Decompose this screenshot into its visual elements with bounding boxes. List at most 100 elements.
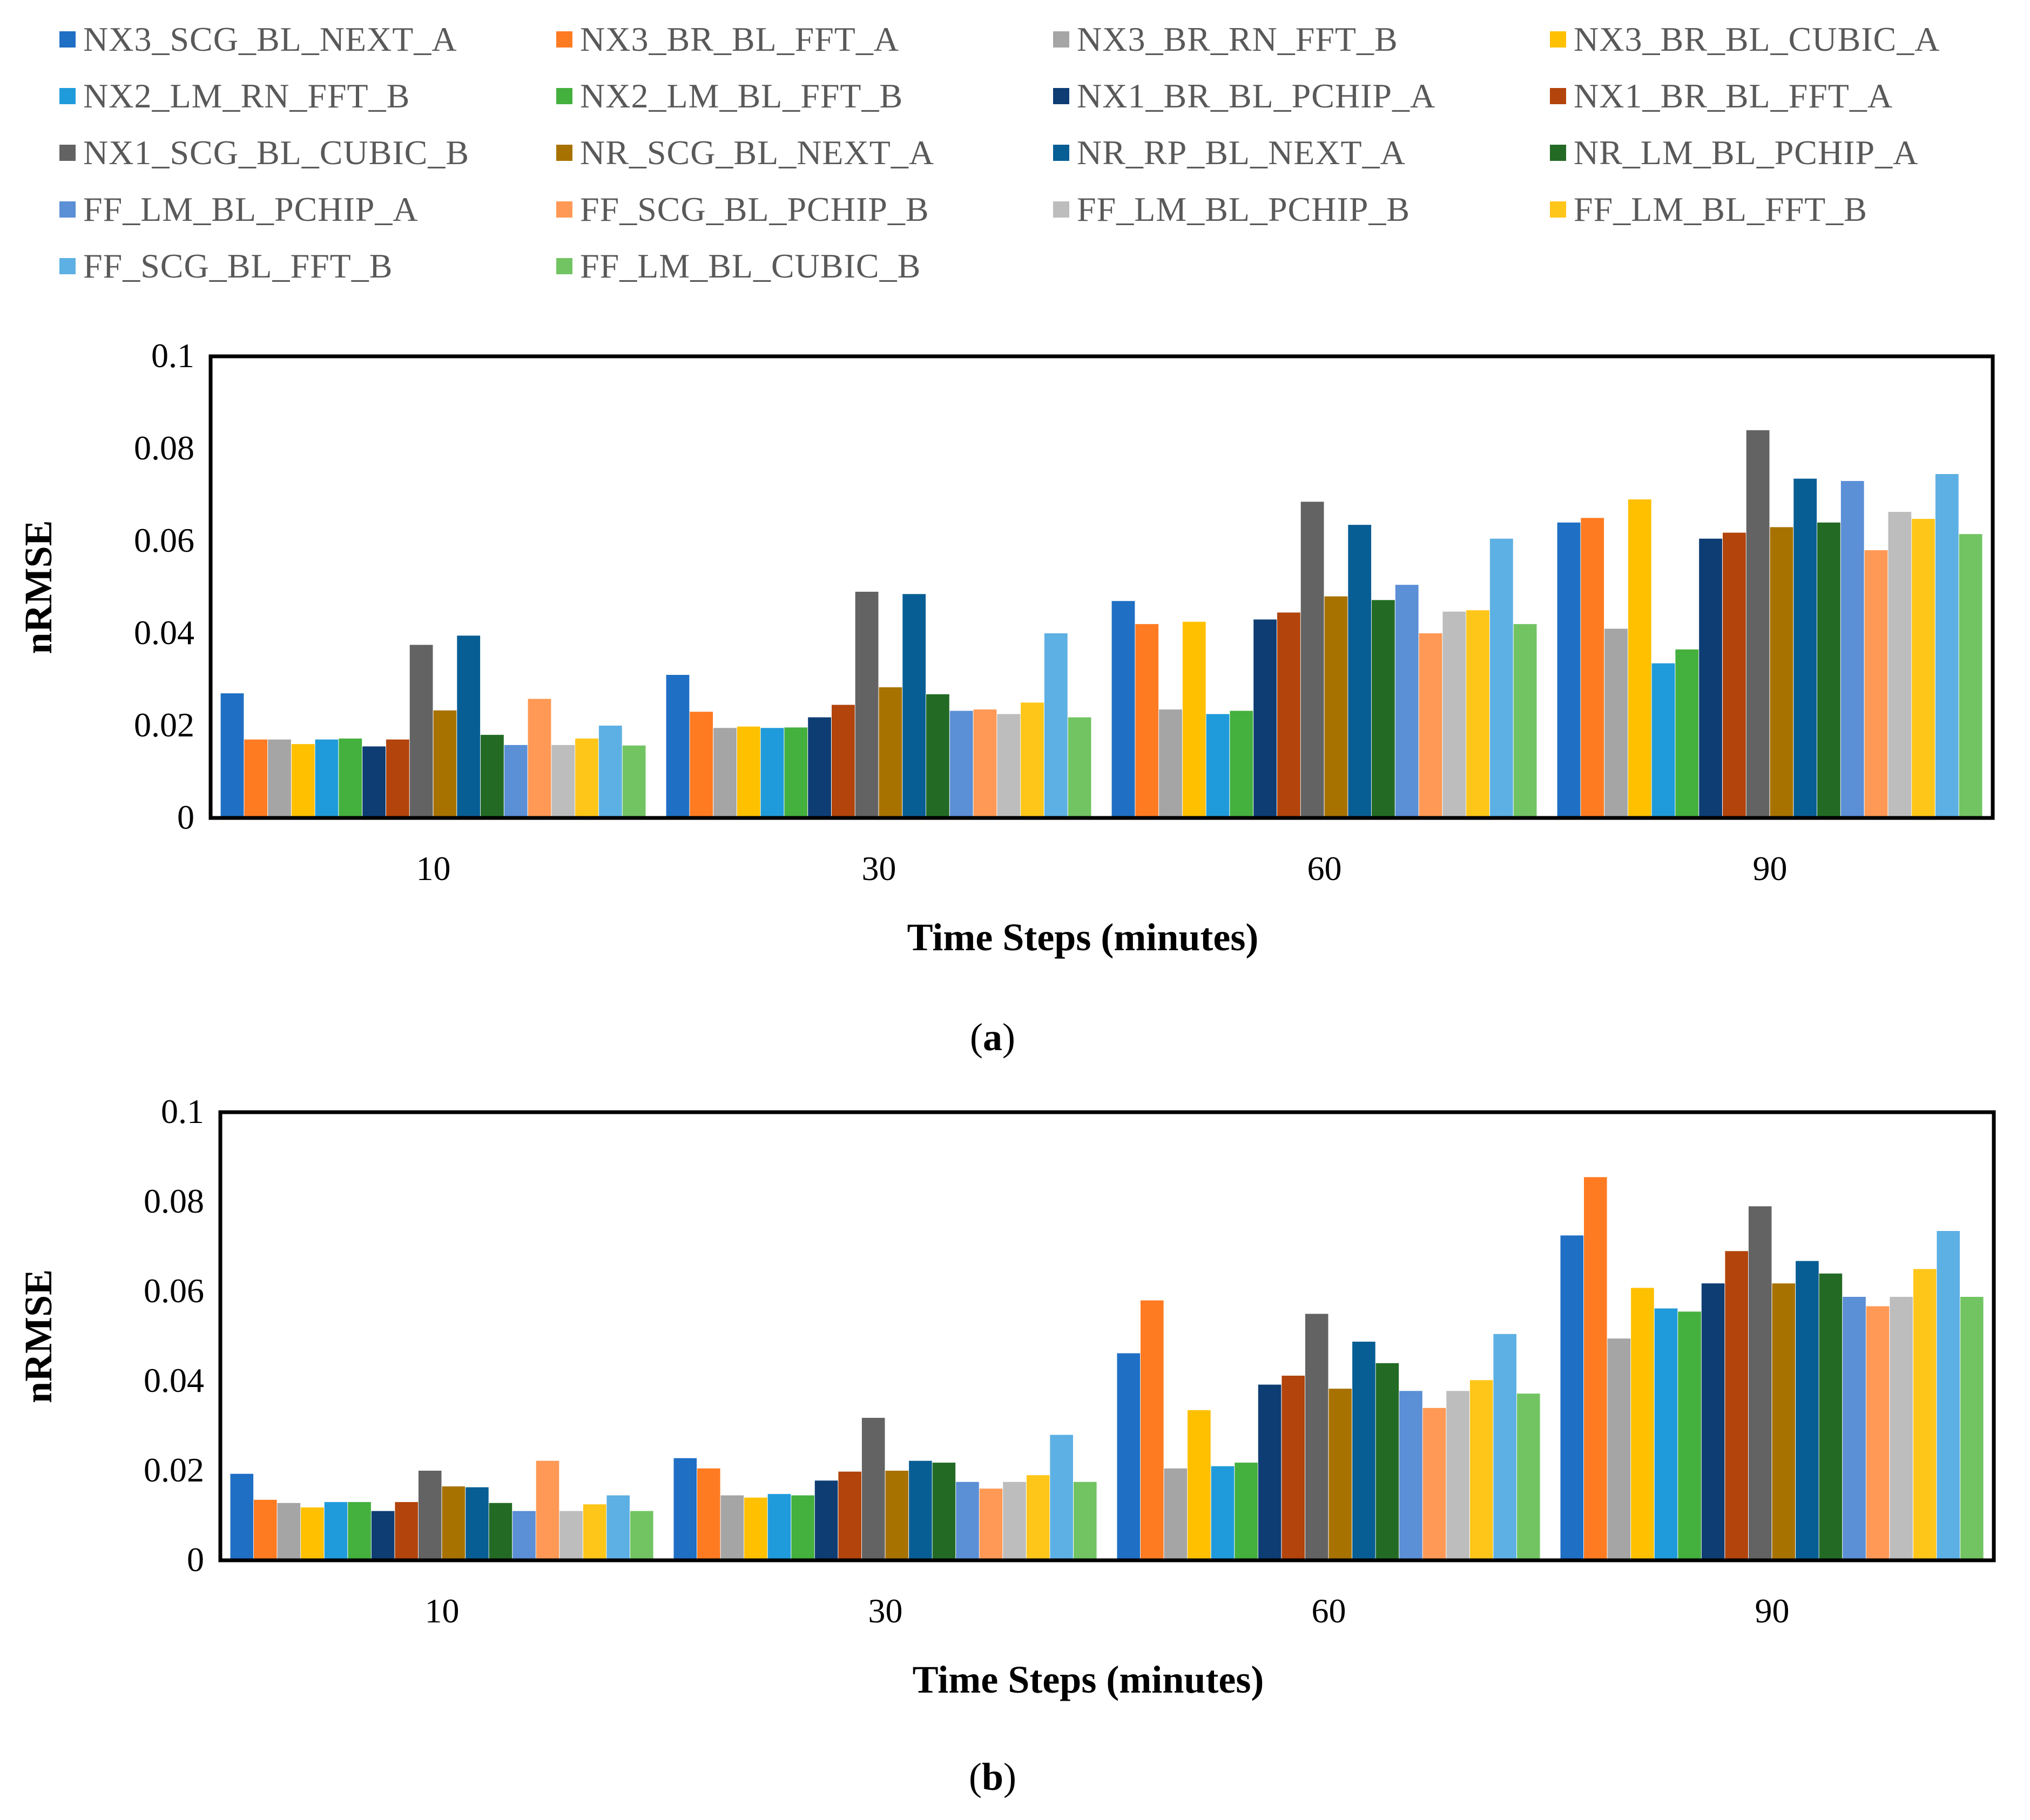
bar-nx3-scg-bl-next-a xyxy=(666,675,690,818)
bar-ff-scg-bl-pchip-b xyxy=(1422,1408,1446,1560)
bar-ff-scg-bl-pchip-b xyxy=(973,709,997,818)
legend-swatch xyxy=(59,258,76,274)
bar-nx2-lm-bl-fft-b xyxy=(1235,1463,1258,1560)
bar-nx1-br-bl-fft-a xyxy=(1277,612,1300,818)
bar-nx3-br-bl-cubic-a xyxy=(291,744,315,818)
bar-nx1-br-bl-pchip-a xyxy=(814,1480,838,1560)
bar-ff-lm-bl-cubic-b xyxy=(1959,534,1982,818)
bar-nx3-br-bl-fft-a xyxy=(1135,624,1159,818)
bar-nr-lm-bl-pchip-a xyxy=(1817,522,1840,818)
legend-label: FF_LM_BL_FFT_B xyxy=(1574,190,1867,228)
legend-label: NR_LM_BL_PCHIP_A xyxy=(1574,133,1919,172)
plot-frame xyxy=(218,1110,1996,1562)
y-tick-label: 0.04 xyxy=(134,613,194,652)
legend-item: NX2_LM_RN_FFT_B xyxy=(59,72,410,120)
bar-ff-scg-bl-fft-b xyxy=(1044,633,1068,818)
bar-nr-lm-bl-pchip-a xyxy=(489,1503,512,1560)
bar-nr-rp-bl-next-a xyxy=(457,635,481,818)
bar-nx3-br-bl-fft-a xyxy=(254,1499,277,1560)
legend-swatch xyxy=(556,88,572,104)
bar-ff-scg-bl-pchip-b xyxy=(1866,1306,1890,1560)
bar-nx1-br-bl-fft-a xyxy=(386,739,409,818)
y-tick-label: 0.06 xyxy=(144,1271,204,1310)
y-tick-label: 0.1 xyxy=(151,336,194,375)
legend-label: NX3_BR_BL_CUBIC_A xyxy=(1574,20,1940,58)
legend-label: NX3_BR_BL_FFT_A xyxy=(580,20,900,58)
legend-label: NX1_SCG_BL_CUBIC_B xyxy=(83,133,469,172)
legend-swatch xyxy=(1550,145,1566,161)
legend-swatch xyxy=(59,31,76,48)
bar-nx2-lm-bl-fft-b xyxy=(1675,649,1699,818)
bar-nx2-lm-rn-fft-b xyxy=(1211,1466,1235,1560)
bar-nx1-scg-bl-cubic-b xyxy=(861,1418,885,1560)
bar-nr-rp-bl-next-a xyxy=(909,1460,932,1560)
legend-swatch xyxy=(1053,145,1069,161)
bar-nx3-br-bl-cubic-a xyxy=(1628,499,1651,818)
bar-ff-lm-bl-fft-b xyxy=(575,738,598,818)
legend-swatch xyxy=(556,31,572,48)
bar-ff-lm-bl-pchip-b xyxy=(1003,1481,1026,1561)
legend-label: NX3_BR_RN_FFT_B xyxy=(1077,20,1398,58)
bar-ff-lm-bl-cubic-b xyxy=(1068,717,1091,818)
legend-item: NX3_BR_BL_CUBIC_A xyxy=(1550,15,1940,64)
x-tick-label: 30 xyxy=(862,849,896,888)
bar-ff-lm-bl-cubic-b xyxy=(622,745,646,818)
bar-ff-scg-bl-fft-b xyxy=(1937,1231,1960,1560)
y-tick-label: 0.02 xyxy=(144,1451,204,1489)
bar-nx3-scg-bl-next-a xyxy=(1111,601,1135,818)
bar-nx2-lm-bl-fft-b xyxy=(784,727,808,818)
bar-nx3-br-rn-fft-b xyxy=(1159,709,1182,818)
bar-nx3-br-bl-cubic-a xyxy=(1631,1288,1654,1560)
bar-ff-scg-bl-pchip-b xyxy=(536,1460,559,1560)
bar-ff-lm-bl-pchip-a xyxy=(956,1481,979,1561)
bar-nr-lm-bl-pchip-a xyxy=(926,694,949,818)
bar-nr-scg-bl-next-a xyxy=(1770,527,1793,818)
bar-ff-lm-bl-fft-b xyxy=(1913,1269,1937,1560)
bar-nx3-br-bl-cubic-a xyxy=(737,726,760,818)
x-axis-title: Time Steps (minutes) xyxy=(907,916,1259,959)
y-axis-title: nRMSE xyxy=(17,520,60,654)
x-tick-label: 30 xyxy=(868,1592,903,1630)
bar-ff-scg-bl-fft-b xyxy=(1935,474,1959,818)
legend-label: NR_RP_BL_NEXT_A xyxy=(1077,133,1406,172)
bar-nx3-br-bl-fft-a xyxy=(690,712,713,818)
bar-ff-scg-bl-fft-b xyxy=(1489,538,1513,818)
legend-label: FF_SCG_BL_PCHIP_B xyxy=(580,190,929,228)
bar-nx2-lm-rn-fft-b xyxy=(324,1502,348,1560)
bar-nx1-scg-bl-cubic-b xyxy=(1300,502,1324,818)
legend-swatch xyxy=(556,258,572,274)
bar-nx1-br-bl-fft-a xyxy=(395,1502,418,1560)
legend-label: NX3_SCG_BL_NEXT_A xyxy=(83,20,457,58)
bar-nx1-br-bl-fft-a xyxy=(1725,1251,1748,1560)
bar-ff-lm-bl-cubic-b xyxy=(1517,1393,1540,1560)
bar-nx3-br-bl-cubic-a xyxy=(301,1507,324,1560)
y-tick-label: 0 xyxy=(177,798,194,836)
bar-ff-scg-bl-pchip-b xyxy=(979,1489,1003,1560)
bar-ff-lm-bl-pchip-b xyxy=(1442,611,1466,818)
bar-nx3-br-rn-fft-b xyxy=(1164,1468,1188,1560)
bar-ff-lm-bl-fft-b xyxy=(1469,1380,1493,1560)
y-tick-label: 0.04 xyxy=(144,1361,204,1399)
bar-nx1-br-bl-fft-a xyxy=(1282,1376,1305,1560)
bar-ff-lm-bl-pchip-b xyxy=(1890,1297,1913,1560)
bar-nx2-lm-bl-fft-b xyxy=(339,738,362,818)
legend-swatch xyxy=(1053,201,1069,218)
bar-nx1-scg-bl-cubic-b xyxy=(1746,430,1770,818)
bar-nx3-scg-bl-next-a xyxy=(1560,1235,1584,1561)
bar-ff-lm-bl-pchip-b xyxy=(997,714,1021,818)
legend-swatch xyxy=(1053,31,1069,48)
y-axis-title: nRMSE xyxy=(17,1269,60,1403)
legend-label: FF_LM_BL_CUBIC_B xyxy=(580,247,921,285)
bar-nx2-lm-bl-fft-b xyxy=(1230,711,1253,818)
bar-ff-lm-bl-cubic-b xyxy=(1074,1481,1097,1561)
bar-nx3-scg-bl-next-a xyxy=(673,1458,697,1560)
x-axis-title: Time Steps (minutes) xyxy=(913,1658,1264,1701)
bar-nx3-br-bl-fft-a xyxy=(1141,1300,1164,1560)
legend-label: FF_LM_BL_PCHIP_A xyxy=(83,190,419,228)
bar-nx3-scg-bl-next-a xyxy=(230,1473,254,1560)
legend-label: NX2_LM_BL_FFT_B xyxy=(580,77,903,115)
bar-ff-lm-bl-pchip-a xyxy=(1395,585,1419,818)
bar-nr-rp-bl-next-a xyxy=(1352,1342,1375,1560)
bar-nr-lm-bl-pchip-a xyxy=(1819,1273,1843,1560)
bar-nr-scg-bl-next-a xyxy=(442,1486,466,1560)
